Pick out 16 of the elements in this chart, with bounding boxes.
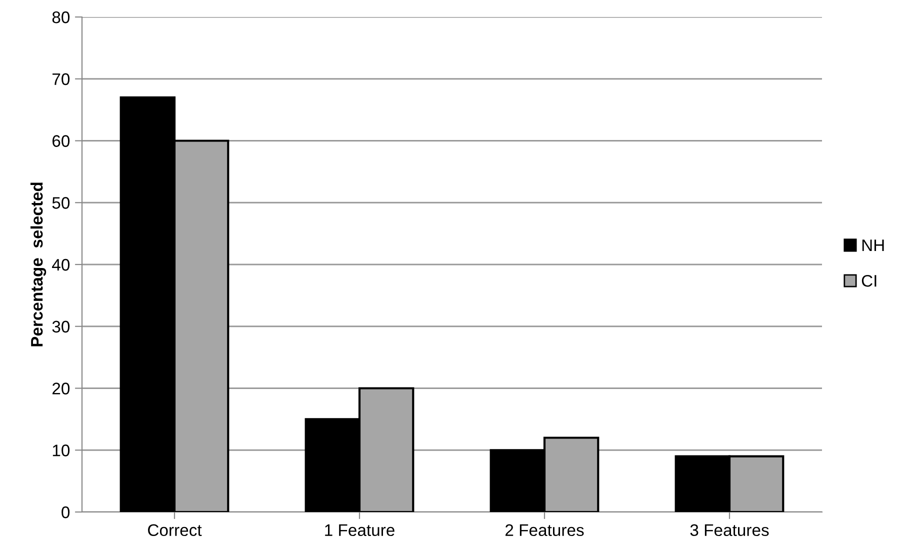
y-axis-title: Percentage selected xyxy=(30,182,46,346)
y-tick-label: 70 xyxy=(52,73,70,86)
y-tick-label: 30 xyxy=(52,320,70,333)
y-tick-label: 20 xyxy=(52,382,70,394)
y-tick-label: 0 xyxy=(62,506,70,518)
x-tick-label: 3 Features xyxy=(690,524,769,536)
y-tick-label: 60 xyxy=(52,135,70,147)
legend-label: CI xyxy=(862,274,876,287)
x-tick-label: Correct xyxy=(148,524,202,536)
y-tick-label: 40 xyxy=(52,258,70,271)
y-tick-label: 80 xyxy=(52,11,70,24)
x-tick-label: 2 Features xyxy=(506,524,584,536)
y-tick-label: 50 xyxy=(52,197,70,209)
x-tick-label: 1 Feature xyxy=(325,524,394,536)
y-tick-label: 10 xyxy=(52,444,70,456)
legend-label: NH xyxy=(862,240,884,252)
